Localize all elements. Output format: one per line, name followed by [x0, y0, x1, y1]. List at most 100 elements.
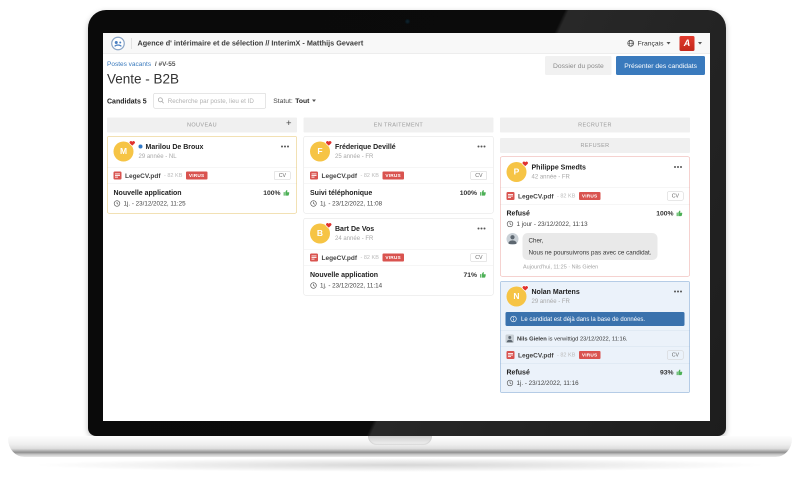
cv-file-name[interactable]: LegeCV.pdf	[321, 171, 358, 180]
status-timestamp: 1j. - 23/12/2022, 11:08	[310, 200, 487, 207]
webcam-dot	[405, 19, 410, 24]
add-candidate-button[interactable]: +	[286, 118, 292, 129]
ellipsis-icon	[674, 166, 682, 168]
avatar: N	[506, 285, 529, 307]
card-menu-button[interactable]	[673, 287, 684, 297]
thumbs-up-icon	[283, 189, 290, 196]
candidate-card-marilou[interactable]: M Marilou De Broux 29 année - NL	[107, 136, 297, 214]
candidate-meta: 42 année - FR	[531, 173, 570, 180]
search-input[interactable]	[153, 93, 267, 109]
breadcrumb-link[interactable]: Postes vacants	[107, 60, 152, 68]
card-menu-button[interactable]	[476, 224, 487, 234]
candidate-card-bart[interactable]: B Bart De Vos 24 année - FR	[303, 218, 494, 296]
candidate-name: Fréderique Devillé	[335, 142, 396, 151]
search-box	[153, 93, 267, 109]
candidate-meta: 29 année - NL	[138, 152, 177, 160]
cv-chip-button[interactable]: CV	[274, 171, 291, 180]
candidate-name: Philippe Smedts	[531, 163, 586, 171]
match-score: 100%	[263, 189, 290, 196]
search-icon	[158, 97, 164, 104]
match-score: 71%	[463, 271, 487, 278]
thumbs-up-icon	[480, 271, 486, 278]
ellipsis-icon	[281, 145, 289, 148]
column-refuser: REFUSER P Philippe	[500, 138, 690, 393]
candidate-meta: 24 année - FR	[335, 234, 374, 242]
cv-chip-button[interactable]: CV	[667, 191, 684, 201]
favorite-heart-icon	[325, 222, 333, 229]
card-menu-button[interactable]	[476, 142, 487, 152]
cv-file-size: - 82 KB	[360, 172, 379, 179]
language-selector[interactable]: Français	[627, 40, 671, 47]
laptop-base	[8, 436, 792, 457]
avatar: M	[113, 140, 136, 162]
pdf-file-icon	[310, 253, 318, 262]
favorite-heart-icon	[325, 140, 333, 147]
candidate-name: Nolan Martens	[531, 287, 580, 296]
column-header-nouveau: NOUVEAU +	[107, 117, 297, 133]
candidate-status: Suivi téléphonique	[310, 188, 373, 197]
candidate-name: Marilou De Broux	[145, 142, 204, 151]
candidate-status: Refusé	[506, 368, 530, 376]
candidate-card-frederique[interactable]: F Fréderique Devillé 25 année - FR	[303, 136, 494, 214]
virus-badge: VIRUS	[185, 171, 208, 180]
cv-file-size: - 82 KB	[557, 193, 576, 199]
pdf-file-icon	[310, 171, 318, 180]
comment-bubble: Cher, Nous ne poursuivrons pas avec ce c…	[522, 233, 658, 260]
person-icon	[508, 235, 517, 244]
candidate-meta: 25 année - FR	[335, 152, 374, 160]
cv-file-name[interactable]: LegeCV.pdf	[125, 171, 161, 180]
laptop-lid-notch	[368, 436, 432, 445]
candidate-card-philippe[interactable]: P Philippe Smedts 42 année - FR	[500, 156, 690, 277]
breadcrumb: Postes vacants / #V-55	[107, 60, 705, 68]
unread-dot	[138, 144, 143, 149]
clock-icon	[113, 200, 121, 207]
candidates-count-label: Candidats 5	[107, 96, 147, 105]
card-menu-button[interactable]	[280, 142, 291, 152]
notified-avatar	[505, 334, 514, 343]
clock-icon	[506, 220, 514, 228]
brand-title: Agence d' intérimaire et de sélection //…	[137, 39, 364, 48]
user-avatar[interactable]: A	[679, 35, 695, 51]
laptop-frame: Agence d' intérimaire et de sélection //…	[88, 10, 726, 436]
clock-icon	[310, 200, 317, 207]
cv-file-name[interactable]: LegeCV.pdf	[518, 351, 554, 359]
job-folder-button[interactable]: Dossier du poste	[545, 56, 612, 75]
duplicate-candidate-banner: Le candidat est déjà dans la base de don…	[505, 312, 685, 326]
virus-badge: VIRUS	[578, 192, 601, 200]
pdf-file-icon	[506, 351, 515, 359]
cv-chip-button[interactable]: CV	[470, 253, 487, 262]
chevron-down-icon	[666, 42, 671, 45]
column-header-refuser: REFUSER	[500, 138, 690, 153]
cv-chip-button[interactable]: CV	[470, 171, 487, 180]
app-screen: Agence d' intérimaire et de sélection //…	[103, 33, 710, 421]
present-candidates-button[interactable]: Présenter des candidats	[616, 56, 705, 75]
virus-badge: VIRUS	[382, 171, 404, 180]
candidate-status: Nouvelle application	[310, 270, 379, 279]
chevron-down-icon[interactable]	[698, 42, 702, 45]
avatar: B	[310, 222, 333, 244]
person-icon	[506, 336, 513, 343]
status-timestamp: 1j. - 23/12/2022, 11:25	[113, 200, 291, 207]
cv-file-name[interactable]: LegeCV.pdf	[518, 192, 554, 200]
cv-chip-button[interactable]: CV	[667, 350, 684, 360]
virus-badge: VIRUS	[578, 351, 601, 359]
card-menu-button[interactable]	[673, 162, 684, 172]
candidate-status: Refusé	[506, 209, 530, 217]
column-en-traitement: EN TRAITEMENT F Fréderique Devillé	[303, 117, 494, 296]
pdf-file-icon	[506, 192, 515, 200]
divider	[131, 37, 132, 49]
status-filter[interactable]: Statut: Tout	[273, 97, 316, 105]
comment-thread: Cher, Nous ne poursuivrons pas avec ce c…	[506, 233, 684, 260]
status-timestamp: 1j. - 23/12/2022, 11:14	[310, 282, 487, 289]
cv-file-name[interactable]: LegeCV.pdf	[321, 253, 358, 262]
candidate-meta: 29 année - FR	[531, 297, 570, 305]
column-header-recruter: RECRUTER	[500, 117, 690, 133]
thumbs-up-icon	[676, 369, 683, 375]
virus-badge: VIRUS	[382, 253, 404, 262]
laptop-shadow	[30, 458, 770, 472]
kanban-board: NOUVEAU + M	[107, 117, 705, 393]
candidate-name: Bart De Vos	[335, 224, 375, 233]
clock-icon	[506, 379, 514, 387]
candidate-card-nolan[interactable]: N Nolan Martens 29 année - FR	[500, 281, 690, 393]
cv-file-size: - 82 KB	[164, 172, 183, 179]
